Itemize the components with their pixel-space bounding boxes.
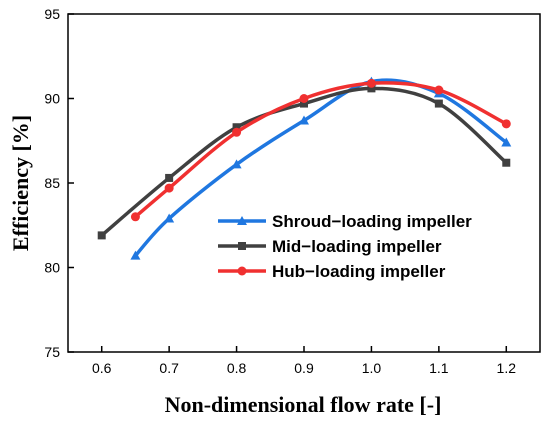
legend-swatch-marker-1 [238, 242, 246, 250]
series-0-point-1 [164, 213, 175, 223]
series-1-point-5 [434, 99, 443, 108]
y-tick-label-1: 80 [44, 260, 60, 276]
series-2-point-1 [164, 183, 174, 193]
y-tick-label-4: 95 [44, 6, 60, 22]
y-axis-title: Efficiency [%] [8, 115, 33, 251]
y-tick-label-3: 90 [44, 91, 60, 107]
series-1 [97, 84, 511, 240]
x-tick-label-2: 0.8 [227, 360, 247, 376]
legend-swatch-marker-2 [237, 266, 247, 276]
legend: Shroud−loading impeller Mid−loading impel… [218, 212, 472, 281]
series-2-point-6 [501, 119, 511, 129]
series-0-point-3 [299, 115, 309, 125]
series-0-point-2 [231, 159, 242, 169]
series-2-line [134, 81, 508, 219]
legend-item-1: Mid−loading impeller [218, 237, 442, 256]
y-tick-label-0: 75 [44, 344, 60, 360]
legend-item-2: Hub−loading impeller [218, 262, 446, 281]
series-1-point-3 [300, 99, 308, 108]
axes: 0.6 0.7 0.8 0.9 1.0 1.1 1.2 75 80 85 90 95 [44, 6, 541, 376]
x-tick-label-4: 1.0 [362, 360, 382, 376]
series-1-point-4 [367, 84, 376, 93]
legend-label-1: Mid−loading impeller [272, 237, 442, 256]
y-tick-label-2: 85 [44, 175, 60, 191]
x-tick-label-1: 0.7 [159, 360, 179, 376]
legend-label-2: Hub−loading impeller [272, 262, 446, 281]
series-2-point-4 [366, 78, 376, 88]
series-0 [130, 76, 512, 260]
x-tick-label-5: 1.1 [429, 360, 449, 376]
series-2-point-0 [130, 212, 140, 222]
series-2-point-5 [434, 85, 444, 95]
series-0-point-6 [501, 137, 512, 147]
series-1-point-1 [165, 173, 174, 182]
plot-frame [67, 13, 541, 353]
series-1-point-0 [97, 231, 106, 240]
series-layer [97, 76, 512, 260]
series-2 [130, 78, 511, 222]
series-2-point-3 [299, 94, 309, 103]
series-1-point-6 [502, 158, 511, 167]
series-0-point-0 [130, 250, 141, 260]
legend-swatch-marker-0 [237, 216, 247, 225]
legend-label-0: Shroud−loading impeller [272, 212, 472, 231]
legend-item-0: Shroud−loading impeller [218, 212, 472, 231]
x-tick-label-6: 1.2 [497, 360, 517, 376]
series-1-point-2 [232, 123, 241, 132]
x-axis-title: Non-dimensional flow rate [-] [165, 392, 442, 417]
x-tick-label-0: 0.6 [92, 360, 112, 376]
x-tick-label-3: 0.9 [294, 360, 314, 376]
series-2-point-2 [232, 127, 242, 137]
